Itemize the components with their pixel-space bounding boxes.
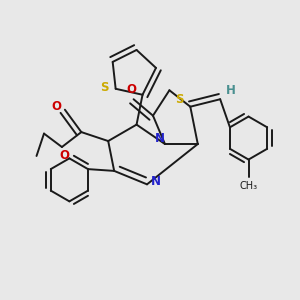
Text: S: S — [100, 81, 109, 94]
Text: H: H — [226, 84, 236, 98]
Text: O: O — [51, 100, 61, 112]
Text: CH₃: CH₃ — [239, 181, 258, 191]
Text: S: S — [176, 93, 184, 106]
Text: O: O — [126, 83, 136, 96]
Text: O: O — [59, 149, 69, 162]
Text: N: N — [154, 132, 165, 145]
Text: N: N — [151, 176, 161, 188]
